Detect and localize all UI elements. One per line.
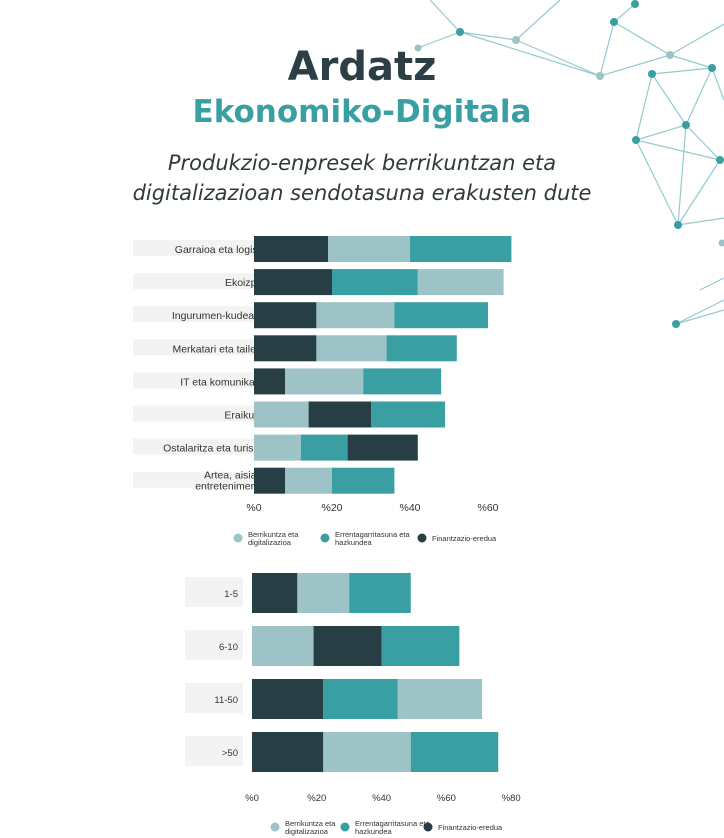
x-tick-label: %0 [245, 793, 259, 804]
legend-label: Errentagarritasuna eta [335, 530, 410, 539]
legend-label: hazkundea [335, 538, 373, 547]
bar-segment-finantzazioa [254, 335, 317, 362]
category-label: Garraioa eta logistika [175, 244, 274, 256]
category-label-bg [133, 273, 278, 290]
category-label-bg [133, 372, 278, 389]
legend-label: Errentagarritasuna eta [355, 819, 430, 828]
legend-swatch [270, 822, 280, 832]
sector-stacked-bar-chart: Garraioa eta logistikaEkoizpenaIngurumen… [133, 236, 512, 547]
page-subtitle: Produkzio-enpresek berrikuntzan eta digi… [100, 148, 624, 208]
category-label-bg [133, 471, 278, 488]
size-stacked-bar-chart: 1-5 6-10 11-50 >50 %0 %20 %40 %60 %80 Berrikuntza… [185, 573, 521, 836]
legend-label: digitalizazioa [248, 538, 292, 547]
category-label-bg [133, 405, 278, 422]
category-label-bg [133, 438, 278, 455]
bar-segment-finantzazioa [347, 434, 418, 461]
category-label-bg [185, 683, 243, 713]
legend-swatch [417, 533, 427, 543]
bar-segment-errentagarritasuna [394, 302, 488, 329]
page-title: Ardatz [287, 44, 437, 90]
subtitle-line-2: digitalizazioan sendotasuna erakusten du… [132, 181, 592, 205]
bar-segment-finantzazioa [252, 573, 298, 613]
legend-label: Berrikuntza eta [285, 819, 336, 828]
bar-segment-finantzazioa [254, 236, 329, 262]
category-label: >50 [222, 748, 238, 759]
bar-segment-errentagarritasuna [410, 236, 512, 262]
category-label: 6-10 [219, 642, 238, 653]
bar-segment-finantzazioa [308, 401, 371, 428]
bar-segment-berrikuntza [397, 679, 483, 719]
x-tick-label: %60 [437, 793, 456, 804]
bar-segment-finantzazioa [313, 626, 382, 666]
legend-label: digitalizazioa [285, 827, 329, 836]
bar-segment-berrikuntza [285, 368, 364, 395]
x-tick-label: %0 [246, 502, 261, 514]
legend-swatch [320, 533, 330, 543]
bar-segment-errentagarritasuna [371, 401, 446, 428]
category-label: Ingurumen-kudeaketa [172, 310, 274, 322]
legend-swatch [340, 822, 350, 832]
x-tick-label: %60 [477, 502, 498, 514]
bar-segment-errentagarritasuna [349, 573, 411, 613]
bar-segment-finantzazioa [254, 302, 317, 329]
bar-segment-berrikuntza [328, 236, 410, 262]
bar-segment-finantzazioa [254, 368, 286, 395]
x-tick-label: %40 [399, 502, 420, 514]
bar-segment-errentagarritasuna [363, 368, 442, 395]
bar-segment-finantzazioa [254, 467, 286, 494]
bar-segment-berrikuntza [252, 626, 314, 666]
bar-segment-berrikuntza [417, 269, 504, 296]
bar-segment-berrikuntza [254, 434, 301, 461]
subtitle-line-1: Produkzio-enpresek berrikuntzan eta [167, 151, 557, 175]
category-label-bg [185, 630, 243, 660]
bar-segment-errentagarritasuna [381, 626, 460, 666]
bar-segment-berrikuntza [316, 302, 395, 329]
legend-label: hazkundea [355, 827, 393, 836]
category-label: 11-50 [214, 695, 238, 706]
bar-segment-errentagarritasuna [386, 335, 457, 362]
legend-label: Finantzazio-eredua [432, 534, 497, 543]
page-title-highlight: Ekonomiko-Digitala [192, 94, 532, 130]
legend-label: Finantzazio-eredua [438, 823, 503, 832]
bar-segment-errentagarritasuna [332, 467, 395, 494]
x-tick-label: %20 [321, 502, 342, 514]
bar-segment-finantzazioa [254, 269, 332, 296]
bar-segment-errentagarritasuna [332, 269, 418, 296]
bar-segment-berrikuntza [254, 401, 309, 428]
category-label-bg [185, 736, 243, 766]
bar-segment-errentagarritasuna [410, 732, 499, 772]
category-label: 1-5 [224, 589, 238, 600]
x-tick-label: %20 [307, 793, 326, 804]
category-label-bg [133, 306, 278, 323]
bar-segment-berrikuntza [316, 335, 387, 362]
category-label: IT eta komunikazioa [180, 376, 274, 388]
category-label-bg [185, 577, 243, 607]
legend-label: Berrikuntza eta [248, 530, 299, 539]
bar-segment-errentagarritasuna [300, 434, 348, 461]
bar-segment-finantzazioa [252, 732, 324, 772]
x-tick-label: %40 [372, 793, 391, 804]
bar-segment-berrikuntza [323, 732, 411, 772]
category-label: Merkatari eta tailerrak [172, 343, 274, 355]
category-label-bg [133, 240, 278, 256]
bar-segment-errentagarritasuna [323, 679, 398, 719]
bar-segment-berrikuntza [285, 467, 332, 494]
x-tick-label: %80 [502, 793, 521, 804]
category-label: Ostalaritza eta turismoa [163, 443, 274, 455]
legend-swatch [423, 822, 433, 832]
bar-segment-berrikuntza [297, 573, 350, 613]
bar-segment-finantzazioa [252, 679, 324, 719]
legend-swatch [233, 533, 243, 543]
category-label-bg [133, 339, 278, 356]
